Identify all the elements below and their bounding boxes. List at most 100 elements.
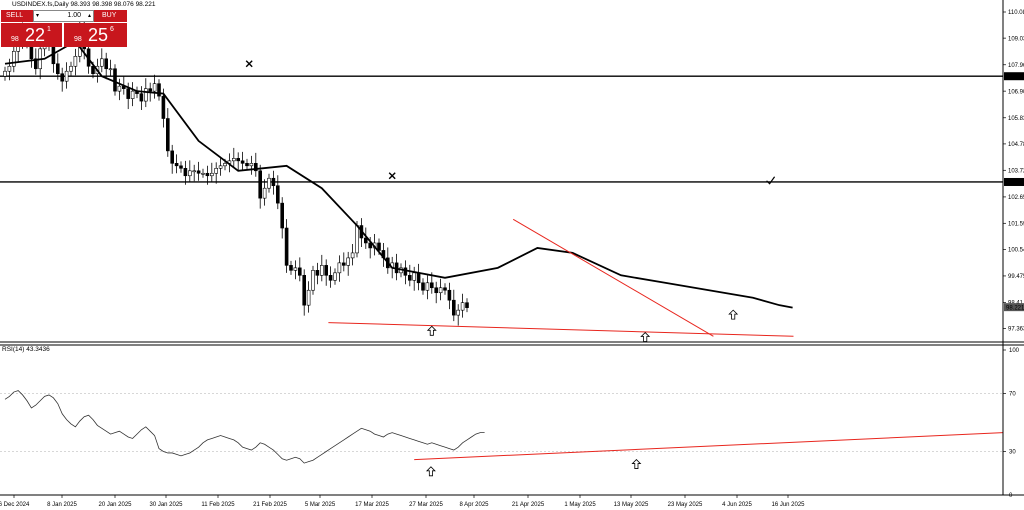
price-tick-label: 101.59 <box>1008 221 1024 227</box>
price-tick-label: 103.72 <box>1008 168 1024 174</box>
candle-body <box>249 163 254 167</box>
time-tick-label: 23 May 2025 <box>668 502 703 508</box>
candle-body <box>456 309 461 316</box>
price-tick-label: 98.221 <box>1006 305 1024 311</box>
candle-body <box>368 242 373 249</box>
rsi-tick-label: 100 <box>1009 348 1020 354</box>
time-tick-label: 5 Mar 2025 <box>305 502 336 508</box>
candle-body <box>69 65 73 72</box>
candle-body <box>425 282 430 291</box>
price-tick-label: 109.03 <box>1008 36 1024 42</box>
candle-body <box>319 265 324 276</box>
candle-body <box>113 68 117 92</box>
price-label-box <box>1004 303 1024 312</box>
rsi-line <box>4 390 485 464</box>
candle-body <box>254 163 258 172</box>
candle-body <box>64 70 69 82</box>
candle-body <box>218 165 223 169</box>
price-tick-label: 99.475 <box>1008 274 1024 280</box>
time-tick-label: 4 Jun 2025 <box>722 502 752 508</box>
candle-body <box>289 265 293 271</box>
candle-body <box>447 289 452 301</box>
candle-body <box>117 85 122 92</box>
candle-body <box>429 282 434 289</box>
trade-panel: SELL ▾ 1.00 ▴ BUY 98 22 1 98 25 6 <box>0 10 127 47</box>
candle-body <box>271 177 276 187</box>
candle-body <box>245 163 249 167</box>
candle-body <box>363 237 368 244</box>
candle-body <box>311 270 315 291</box>
check-marker-icon <box>766 176 776 185</box>
candle-body <box>355 225 359 254</box>
lot-size-field[interactable]: ▾ 1.00 ▴ <box>33 10 94 22</box>
rsi-title: RSI(14) 43.3436 <box>2 346 50 353</box>
time-tick-label: 30 Jan 2025 <box>149 502 183 508</box>
lot-size-value: 1.00 <box>67 12 81 19</box>
rsi-tick-label: 30 <box>1009 450 1016 456</box>
lot-decrease-icon[interactable]: ▾ <box>36 13 40 19</box>
cross-marker-icon <box>388 172 396 180</box>
price-tick-label: 104.78 <box>1008 142 1024 148</box>
sell-quote[interactable]: 98 22 1 <box>1 23 62 47</box>
sell-quote-main: 22 <box>25 25 46 45</box>
candle-body <box>170 150 174 164</box>
candle-body <box>60 73 65 82</box>
candle-body <box>350 252 355 259</box>
rsi-tick-label: 0 <box>1009 493 1013 499</box>
candle-body <box>12 51 16 67</box>
price-tick-label: 103.25 <box>1006 180 1024 186</box>
trendline <box>512 218 714 337</box>
price-label-box <box>1004 72 1024 81</box>
candle-body <box>438 287 443 294</box>
candle-body <box>201 172 205 175</box>
candle-body <box>240 160 245 164</box>
candle-body <box>377 242 381 251</box>
rsi-tick-label: 70 <box>1009 392 1016 398</box>
overlays <box>4 40 1004 477</box>
price-tick-label: 110.08 <box>1008 10 1024 16</box>
candle-body <box>179 165 183 169</box>
candle-body <box>108 68 113 71</box>
time-tick-label: 16 Jun 2025 <box>771 502 805 508</box>
sell-quote-big: 98 <box>11 36 19 43</box>
time-tick-label: 13 May 2025 <box>614 502 649 508</box>
up-arrow-icon <box>640 331 651 342</box>
sell-button[interactable]: SELL <box>1 10 33 22</box>
price-label-box <box>1004 177 1024 186</box>
lot-increase-icon[interactable]: ▴ <box>87 13 91 19</box>
candle-body <box>104 58 108 70</box>
time-tick-label: 1 May 2025 <box>564 502 596 508</box>
buy-button[interactable]: BUY <box>94 10 127 22</box>
candle-body <box>130 90 135 99</box>
candles <box>3 15 469 326</box>
candle-body <box>451 299 456 316</box>
rsi-trendline <box>414 432 1004 461</box>
candle-body <box>205 172 210 177</box>
candle-body <box>293 267 298 271</box>
buy-quote-sup: 6 <box>110 26 114 33</box>
candle-body <box>412 272 417 281</box>
up-arrow-icon <box>728 309 739 320</box>
time-tick-label: 21 Apr 2025 <box>512 502 545 508</box>
candle-body <box>302 275 307 306</box>
candle-body <box>262 187 267 199</box>
candle-body <box>421 282 425 291</box>
buy-quote-main: 25 <box>88 25 109 45</box>
buy-quote[interactable]: 98 25 6 <box>64 23 127 47</box>
candle-body <box>139 93 144 102</box>
candle-body <box>337 262 342 274</box>
candle-body <box>188 170 192 177</box>
candle-body <box>306 289 311 306</box>
candle-body <box>407 275 412 281</box>
candle-body <box>297 267 302 276</box>
time-tick-label: 21 Feb 2025 <box>253 502 287 508</box>
candle-body <box>267 177 271 189</box>
candle-body <box>460 302 465 311</box>
candle-body <box>258 170 263 199</box>
candle-body <box>73 56 78 67</box>
candle-body <box>236 158 240 162</box>
rsi-up-arrow-icon <box>631 458 642 469</box>
candle-body <box>324 265 329 276</box>
time-tick-label: 8 Jan 2025 <box>47 502 77 508</box>
